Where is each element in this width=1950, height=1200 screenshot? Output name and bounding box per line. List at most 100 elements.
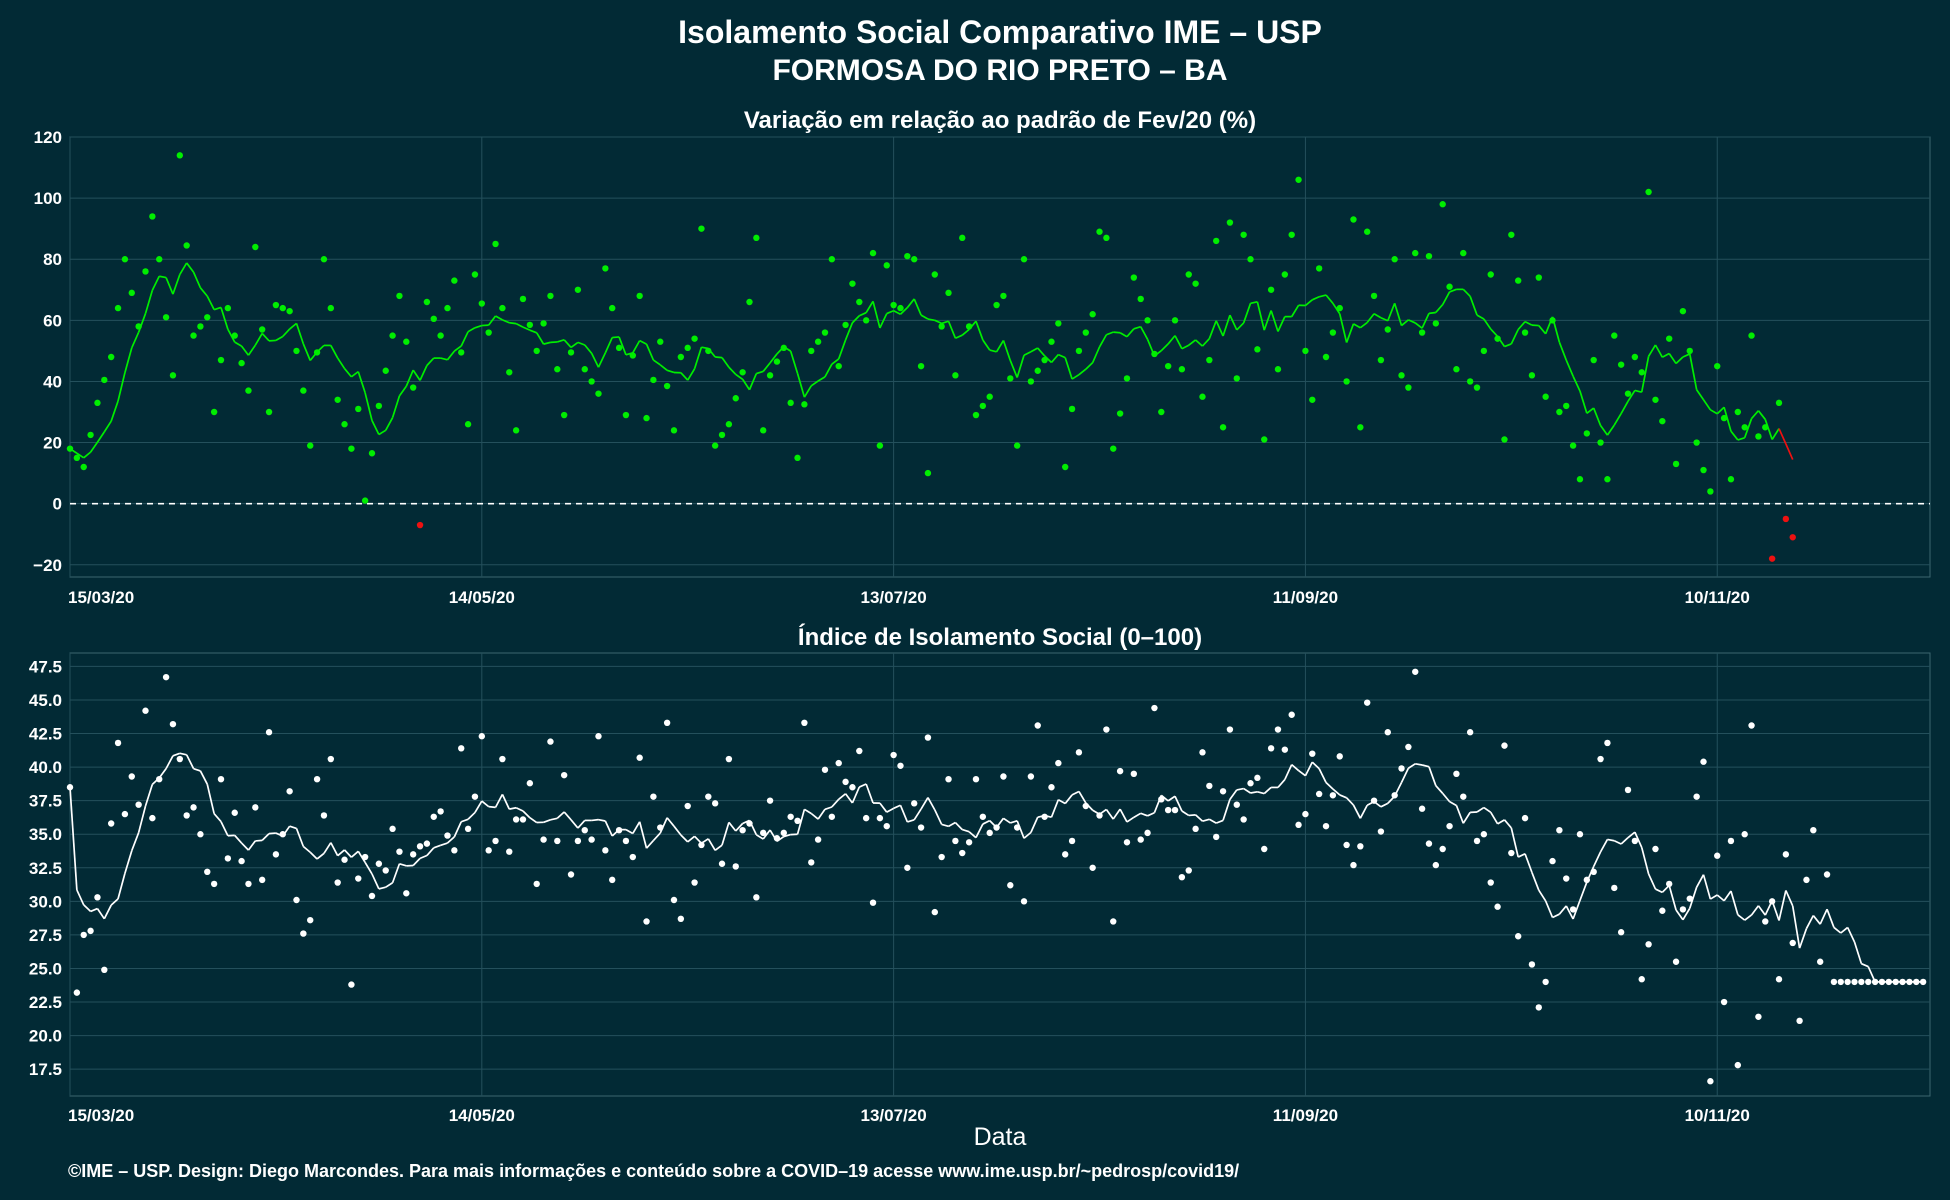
moving-average-segment <box>1441 291 1451 306</box>
moving-average-segment <box>330 842 339 857</box>
moving-average-segment <box>1064 357 1073 380</box>
data-point <box>540 836 547 843</box>
data-point <box>1576 831 1584 838</box>
data-point <box>1501 436 1508 443</box>
data-point <box>1741 831 1748 838</box>
data-point <box>1624 786 1632 794</box>
plot-area-index <box>69 652 1931 1097</box>
moving-average-segment <box>673 825 682 836</box>
data-point <box>636 754 643 761</box>
moving-average-segment <box>1524 320 1533 326</box>
data-point <box>1412 249 1419 257</box>
moving-average-segment <box>289 825 297 830</box>
data-point <box>801 401 808 408</box>
moving-average-segment <box>1702 874 1712 900</box>
data-point <box>1068 837 1076 845</box>
data-point <box>1370 797 1378 804</box>
moving-average-segment <box>1558 905 1567 915</box>
data-point <box>808 859 815 866</box>
moving-average-segment <box>844 793 854 804</box>
moving-average-segment <box>1277 779 1286 788</box>
moving-average-segment <box>501 793 511 810</box>
data-point <box>1466 729 1474 736</box>
data-point <box>972 411 980 419</box>
moving-average-segment <box>378 886 386 890</box>
moving-average-segment <box>1599 838 1609 853</box>
data-point <box>588 378 595 385</box>
data-point <box>904 864 911 871</box>
data-point <box>1103 234 1110 242</box>
moving-average-segment <box>645 343 655 361</box>
data-point <box>773 358 781 365</box>
data-point <box>361 853 369 861</box>
data-point <box>1391 256 1398 263</box>
moving-average-segment <box>1119 332 1128 338</box>
moving-average-segment <box>989 349 997 353</box>
data-point <box>1521 814 1529 822</box>
moving-average-segment <box>941 320 949 325</box>
data-point <box>945 289 952 297</box>
data-point <box>540 320 547 327</box>
data-point <box>403 338 410 345</box>
moving-average-segment <box>659 817 668 834</box>
data-point <box>691 879 698 886</box>
data-point <box>142 707 149 714</box>
moving-average-segment <box>886 807 895 813</box>
data-point <box>1556 827 1563 834</box>
moving-average-segment <box>487 315 497 326</box>
data-point <box>80 931 87 939</box>
moving-average-segment <box>1552 913 1560 919</box>
data-point <box>1158 796 1165 803</box>
moving-average-segment <box>89 441 99 453</box>
moving-average-segment <box>76 889 85 906</box>
data-point <box>663 382 671 390</box>
moving-average-segment <box>968 831 977 839</box>
moving-average-segment <box>1592 851 1602 867</box>
moving-average-segment <box>1222 314 1231 337</box>
data-point <box>677 915 685 922</box>
data-point <box>258 876 266 884</box>
moving-average-segment <box>1716 406 1725 415</box>
data-point <box>1645 188 1652 196</box>
moving-average-line <box>69 262 1794 460</box>
moving-average-segment <box>1112 808 1121 820</box>
moving-average-segment <box>529 329 538 334</box>
moving-average-segment <box>1167 335 1176 345</box>
moving-average-segment <box>810 380 819 387</box>
data-point <box>252 243 259 251</box>
data-point <box>965 323 973 330</box>
data-point <box>1844 978 1851 986</box>
data-point <box>787 813 794 820</box>
moving-average-segment <box>453 345 462 352</box>
moving-average-segment <box>577 819 586 829</box>
moving-average-segment <box>1291 763 1300 772</box>
moving-average-segment <box>1016 355 1025 378</box>
data-point <box>1528 961 1536 968</box>
moving-average-segment <box>495 315 503 321</box>
data-point <box>1329 329 1337 336</box>
data-point <box>471 793 479 800</box>
data-point <box>348 981 355 988</box>
moving-average-segment <box>398 385 408 397</box>
data-point <box>1007 375 1014 382</box>
moving-average-segment <box>1277 316 1286 332</box>
data-point <box>327 304 335 312</box>
data-point <box>1274 726 1282 733</box>
data-point <box>1700 758 1707 765</box>
data-point <box>1357 424 1364 431</box>
moving-average-segment <box>1620 837 1629 845</box>
moving-average-segment <box>172 274 181 295</box>
data-point <box>931 271 938 278</box>
data-point <box>1075 749 1083 756</box>
data-point <box>1604 739 1611 747</box>
moving-average-segment <box>920 314 929 320</box>
data-point <box>657 338 664 345</box>
data-point <box>1075 347 1083 355</box>
data-point <box>478 300 486 307</box>
data-point <box>993 301 1000 309</box>
data-point <box>554 366 561 373</box>
moving-average-segment <box>803 808 812 815</box>
data-point <box>1034 367 1041 374</box>
data-point <box>917 824 925 831</box>
